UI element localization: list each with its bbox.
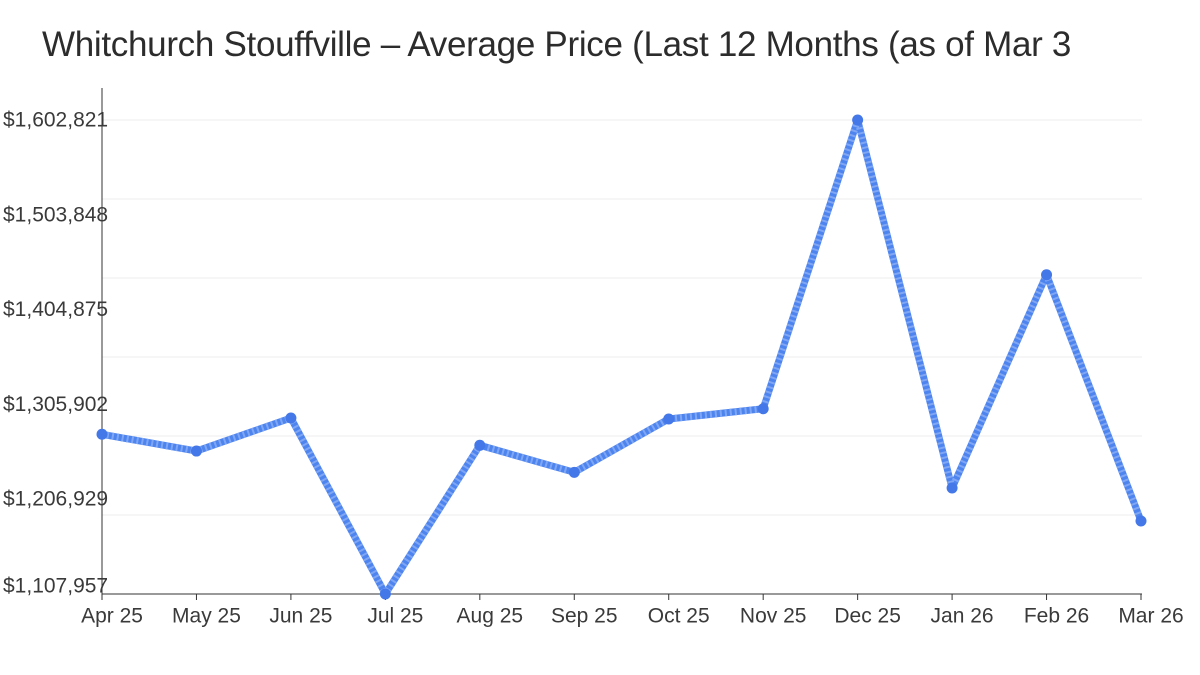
data-point-mar-26[interactable] bbox=[1135, 515, 1147, 527]
x-axis-tick-label: Nov 25 bbox=[740, 605, 807, 628]
y-axis-tick-label: $1,305,902 bbox=[3, 393, 108, 416]
data-point-oct-25[interactable] bbox=[663, 413, 675, 425]
x-axis-tick-label: Apr 25 bbox=[81, 605, 143, 628]
data-point-feb-26[interactable] bbox=[1041, 269, 1053, 281]
x-axis-tick-label: Jul 25 bbox=[367, 605, 423, 628]
x-axis-tick-label: Sep 25 bbox=[551, 605, 618, 628]
data-point-apr-25[interactable] bbox=[96, 428, 108, 440]
data-point-may-25[interactable] bbox=[190, 445, 202, 457]
data-point-jul-25[interactable] bbox=[379, 588, 391, 600]
y-axis-tick-label: $1,206,929 bbox=[3, 488, 108, 511]
x-axis-tick-label: Feb 26 bbox=[1024, 605, 1089, 628]
data-point-dec-25[interactable] bbox=[852, 114, 864, 126]
y-axis-tick-label: $1,404,875 bbox=[3, 298, 108, 321]
x-axis-tick-label: Jan 26 bbox=[931, 605, 994, 628]
x-axis-tick-label: Jun 25 bbox=[269, 605, 332, 628]
chart-title: Whitchurch Stouffville – Average Price (… bbox=[42, 25, 1072, 64]
y-axis-tick-label: $1,503,848 bbox=[3, 203, 108, 226]
price-line-hatch-texture bbox=[101, 116, 1145, 598]
x-axis-tick-label: Dec 25 bbox=[834, 605, 901, 628]
data-point-jan-26[interactable] bbox=[946, 482, 958, 494]
x-axis-tick-label: Mar 26 bbox=[1118, 605, 1183, 628]
data-point-nov-25[interactable] bbox=[757, 403, 769, 415]
data-point-aug-25[interactable] bbox=[474, 439, 486, 451]
data-point-sep-25[interactable] bbox=[568, 466, 580, 478]
y-axis-tick-label: $1,602,821 bbox=[3, 109, 108, 132]
x-axis-tick-label: Aug 25 bbox=[457, 605, 524, 628]
x-axis-tick-label: Oct 25 bbox=[648, 605, 710, 628]
y-axis-tick-label: $1,107,957 bbox=[3, 575, 108, 598]
x-axis-tick-label: May 25 bbox=[172, 605, 241, 628]
data-point-jun-25[interactable] bbox=[285, 412, 297, 424]
